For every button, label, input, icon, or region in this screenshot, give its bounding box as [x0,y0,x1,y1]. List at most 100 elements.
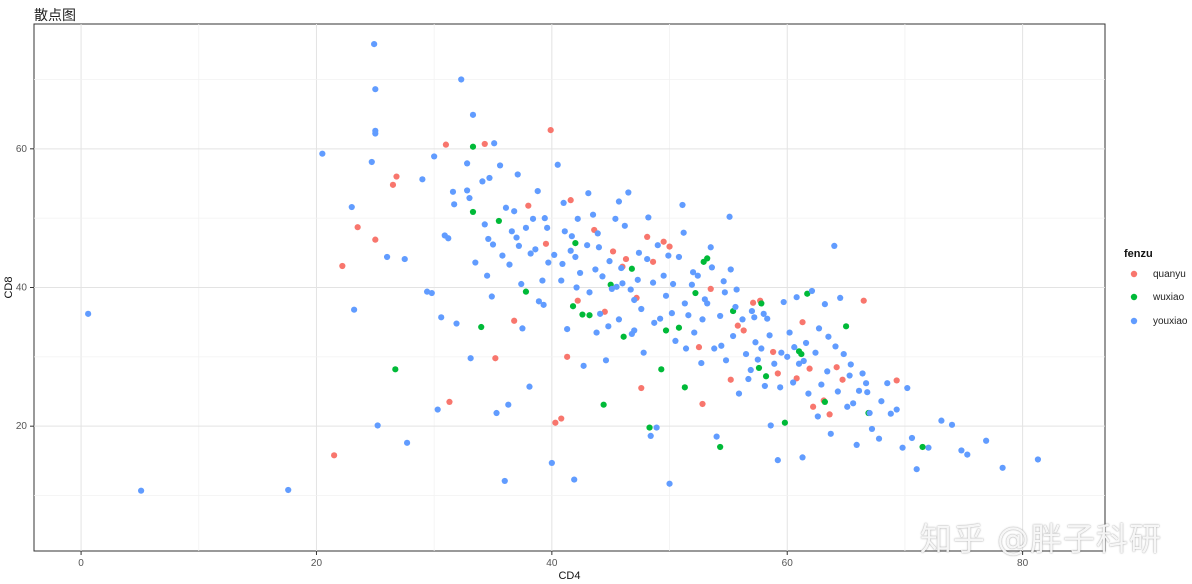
legend: fenzu quanyu wuxiao youxiao [1124,248,1188,327]
data-point [999,464,1006,471]
data-point [383,253,391,261]
data-point [597,310,604,317]
data-point [502,204,510,211]
data-point [729,332,737,340]
data-point [645,214,652,221]
data-point [651,319,658,326]
data-point [622,255,630,263]
data-point [539,277,546,284]
data-point [846,372,853,379]
data-point [466,194,473,202]
data-point [764,315,771,322]
data-point [866,409,873,417]
data-point [793,375,800,382]
data-point [419,176,426,183]
data-point [469,208,477,216]
data-point [638,305,645,313]
data-point [519,325,526,332]
data-point [615,198,623,205]
legend-label-quanyu: quanyu [1153,269,1186,280]
data-point [599,273,606,280]
data-point [740,327,747,334]
data-point [859,370,866,377]
data-point [401,255,408,263]
data-point [821,398,828,406]
x-tick-label: 60 [782,558,794,569]
data-point [354,224,361,231]
data-point [802,339,810,347]
data-point [689,269,697,276]
data-point [774,457,781,464]
x-tick-label: 40 [546,558,558,569]
data-point [804,290,811,297]
data-point [552,419,559,426]
data-point [595,244,603,251]
data-point [619,280,626,287]
data-point [621,222,628,229]
data-point [525,202,532,209]
data-point [847,361,854,368]
data-point [423,288,431,295]
data-point [771,360,778,367]
data-point [958,447,965,454]
data-point [515,242,522,249]
data-point [810,403,817,410]
data-point [511,208,518,215]
data-point [631,296,638,304]
data-point [713,433,720,440]
data-point [745,375,752,383]
data-point [544,224,551,231]
data-point [481,140,488,148]
data-point [666,243,673,250]
data-point [853,441,860,449]
data-point [484,272,491,279]
data-point [658,366,665,373]
data-point [438,314,445,321]
data-point [818,381,825,388]
data-point [618,264,625,272]
data-point [486,174,493,182]
data-point [625,189,632,196]
data-point [680,229,687,236]
data-point [574,215,581,222]
data-point [535,298,543,305]
data-point [767,422,774,429]
data-point [699,400,706,408]
data-point [560,199,567,206]
data-point [628,265,635,272]
data-point [868,425,876,433]
data-point [608,285,615,292]
data-point [493,409,500,417]
data-point [735,390,743,397]
data-point [834,388,841,395]
data-point [488,293,495,300]
data-point [875,435,883,442]
data-point [635,249,643,256]
data-point [653,424,660,431]
data-point [799,319,806,326]
data-point [594,230,601,237]
data-point [348,203,355,211]
data-point [660,238,667,245]
data-point [669,280,677,288]
data-point [855,387,863,394]
data-point [540,301,547,308]
data-point [574,297,581,304]
data-point [628,330,635,338]
data-point [815,325,823,332]
data-point [609,248,617,255]
data-point [742,350,750,358]
data-point [707,244,714,251]
data-point [593,329,600,336]
data-point [499,252,506,259]
data-point [514,171,521,178]
data-point [707,285,714,292]
data-point [800,357,807,365]
y-tick-label: 40 [16,283,28,294]
data-point [913,466,920,473]
data-point [732,303,739,311]
data-point [899,444,906,451]
data-point [665,252,672,259]
data-point [374,422,381,429]
data-point [472,259,479,266]
